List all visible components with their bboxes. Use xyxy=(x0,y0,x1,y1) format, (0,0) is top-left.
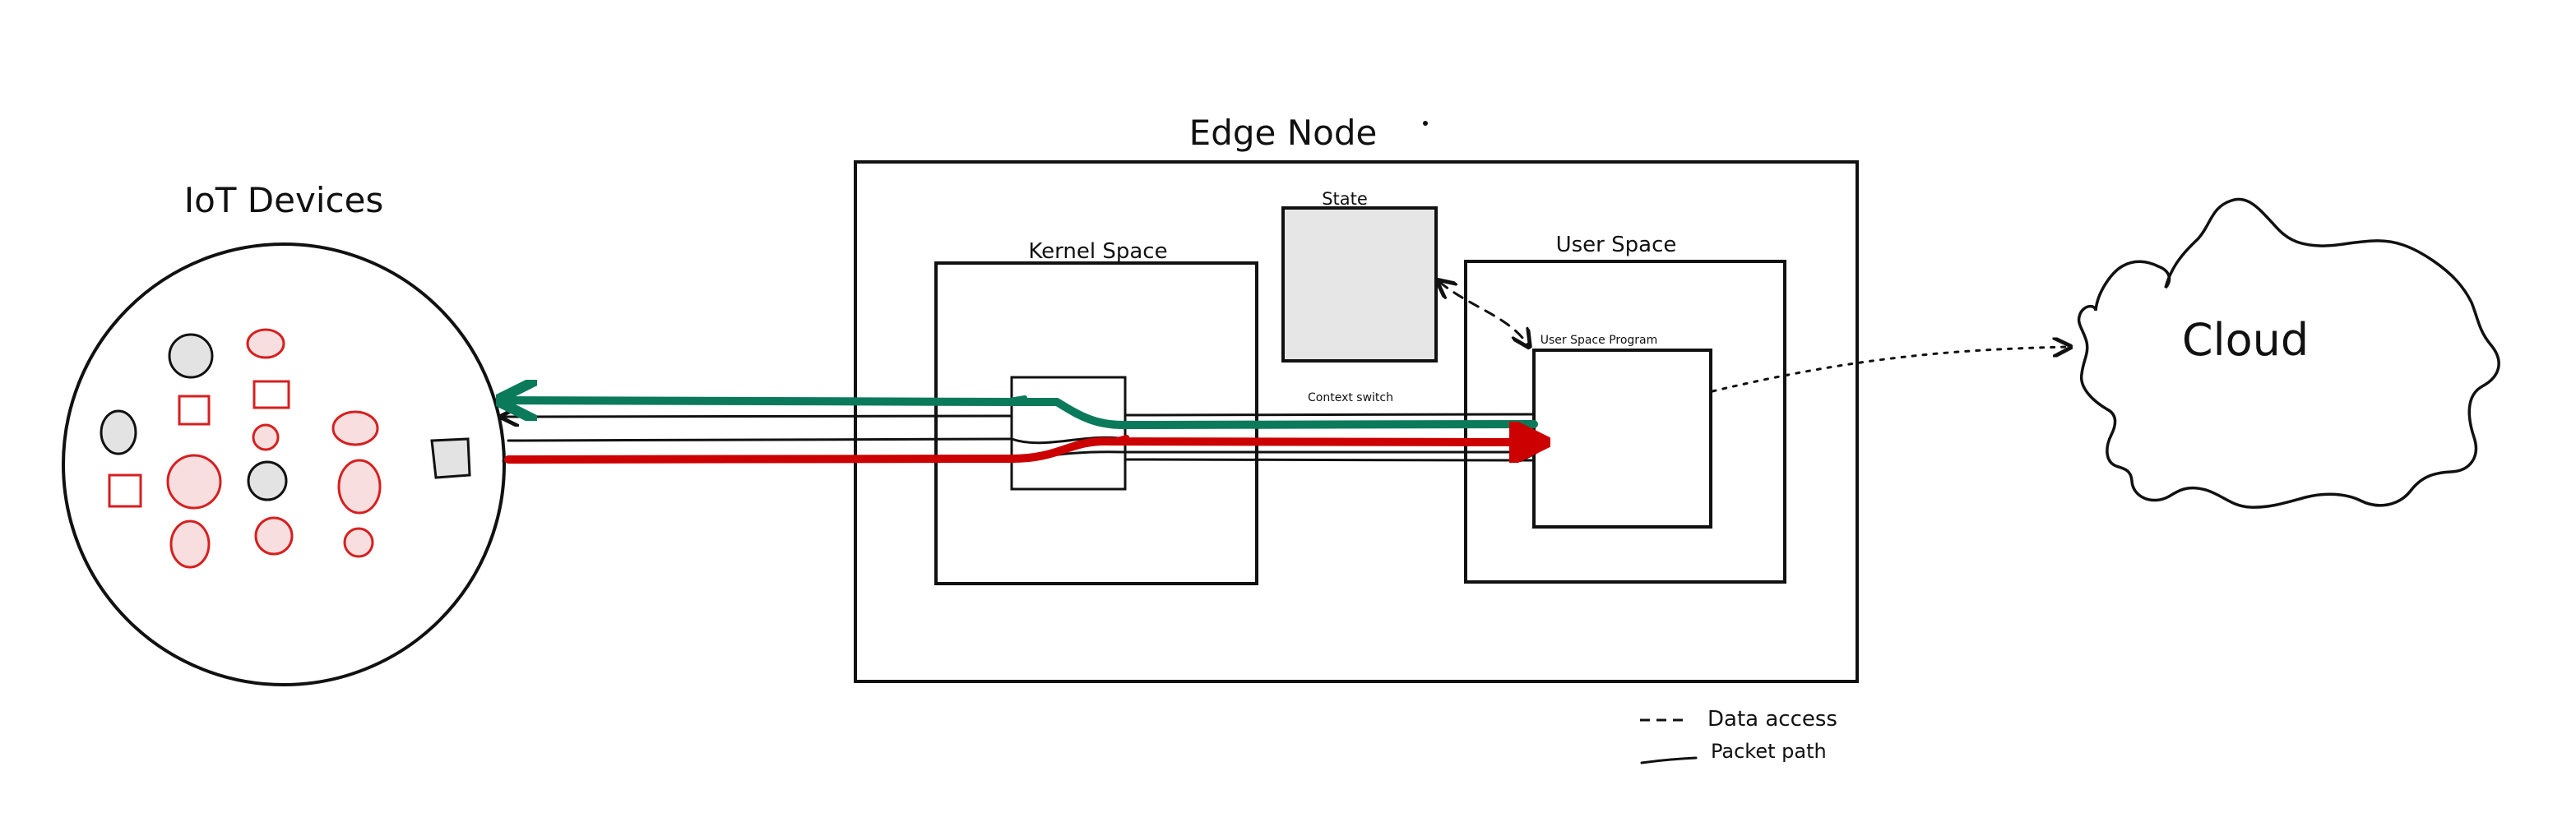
packet-paths xyxy=(503,398,1542,461)
device-gray-circle xyxy=(168,333,214,379)
iot-devices-title: IoT Devices xyxy=(184,180,384,220)
packet-path-black-lower xyxy=(507,439,1532,452)
device-red-circle-bottom-right xyxy=(343,527,374,558)
device-red-ellipse-tall xyxy=(337,459,382,515)
device-gray-square-right xyxy=(430,437,471,479)
cloud-shape xyxy=(2077,197,2500,509)
device-gray-circle-middle xyxy=(247,460,288,501)
legend-solid-line xyxy=(1640,756,1698,764)
device-red-ellipse-bottom-left xyxy=(169,520,211,569)
cloud-label: Cloud xyxy=(2182,314,2309,366)
kernel-space-title: Kernel Space xyxy=(1028,239,1167,264)
edge-node-title: Edge Node xyxy=(1189,113,1378,153)
packet-path-red-stub xyxy=(1108,435,1129,444)
packet-path-red xyxy=(504,441,1542,464)
user-space-program-label: User Space Program xyxy=(1541,334,1658,347)
cloud-data-access-dotted-arrow xyxy=(1711,347,2069,393)
device-red-rectangle xyxy=(253,380,290,409)
edge-node-group: Edge Node Kernel Space State User Space … xyxy=(854,113,1859,683)
legend-packet-path-label: Packet path xyxy=(1711,740,1827,763)
legend-data-access-label: Data access xyxy=(1707,707,1837,732)
device-red-circle-bottom xyxy=(254,516,294,556)
device-red-circle-small xyxy=(252,423,280,451)
user-space-title: User Space xyxy=(1556,233,1677,257)
legend: Data access Packet path xyxy=(1640,707,1837,764)
context-switch-label: Context switch xyxy=(1308,391,1393,404)
device-red-square-left xyxy=(108,473,142,508)
device-red-circle-large xyxy=(166,454,222,510)
packet-path-green-stub xyxy=(1008,395,1027,403)
packet-path-black-upper xyxy=(503,414,1536,417)
kernel-program-box xyxy=(1010,376,1127,491)
device-gray-ellipse xyxy=(100,409,137,455)
cloud-group: Cloud xyxy=(2077,197,2500,509)
iot-devices-group: IoT Devices xyxy=(62,180,506,686)
device-red-square xyxy=(178,395,211,426)
state-data-access-dashed-arrow xyxy=(1439,282,1528,345)
state-title: State xyxy=(1322,189,1368,209)
state-box xyxy=(1281,206,1438,363)
title-dot xyxy=(1423,121,1428,126)
device-red-ellipse-right xyxy=(331,410,379,446)
packet-path-green xyxy=(504,400,1538,430)
device-red-ellipse xyxy=(246,328,285,359)
user-space-program-box xyxy=(1532,349,1712,529)
